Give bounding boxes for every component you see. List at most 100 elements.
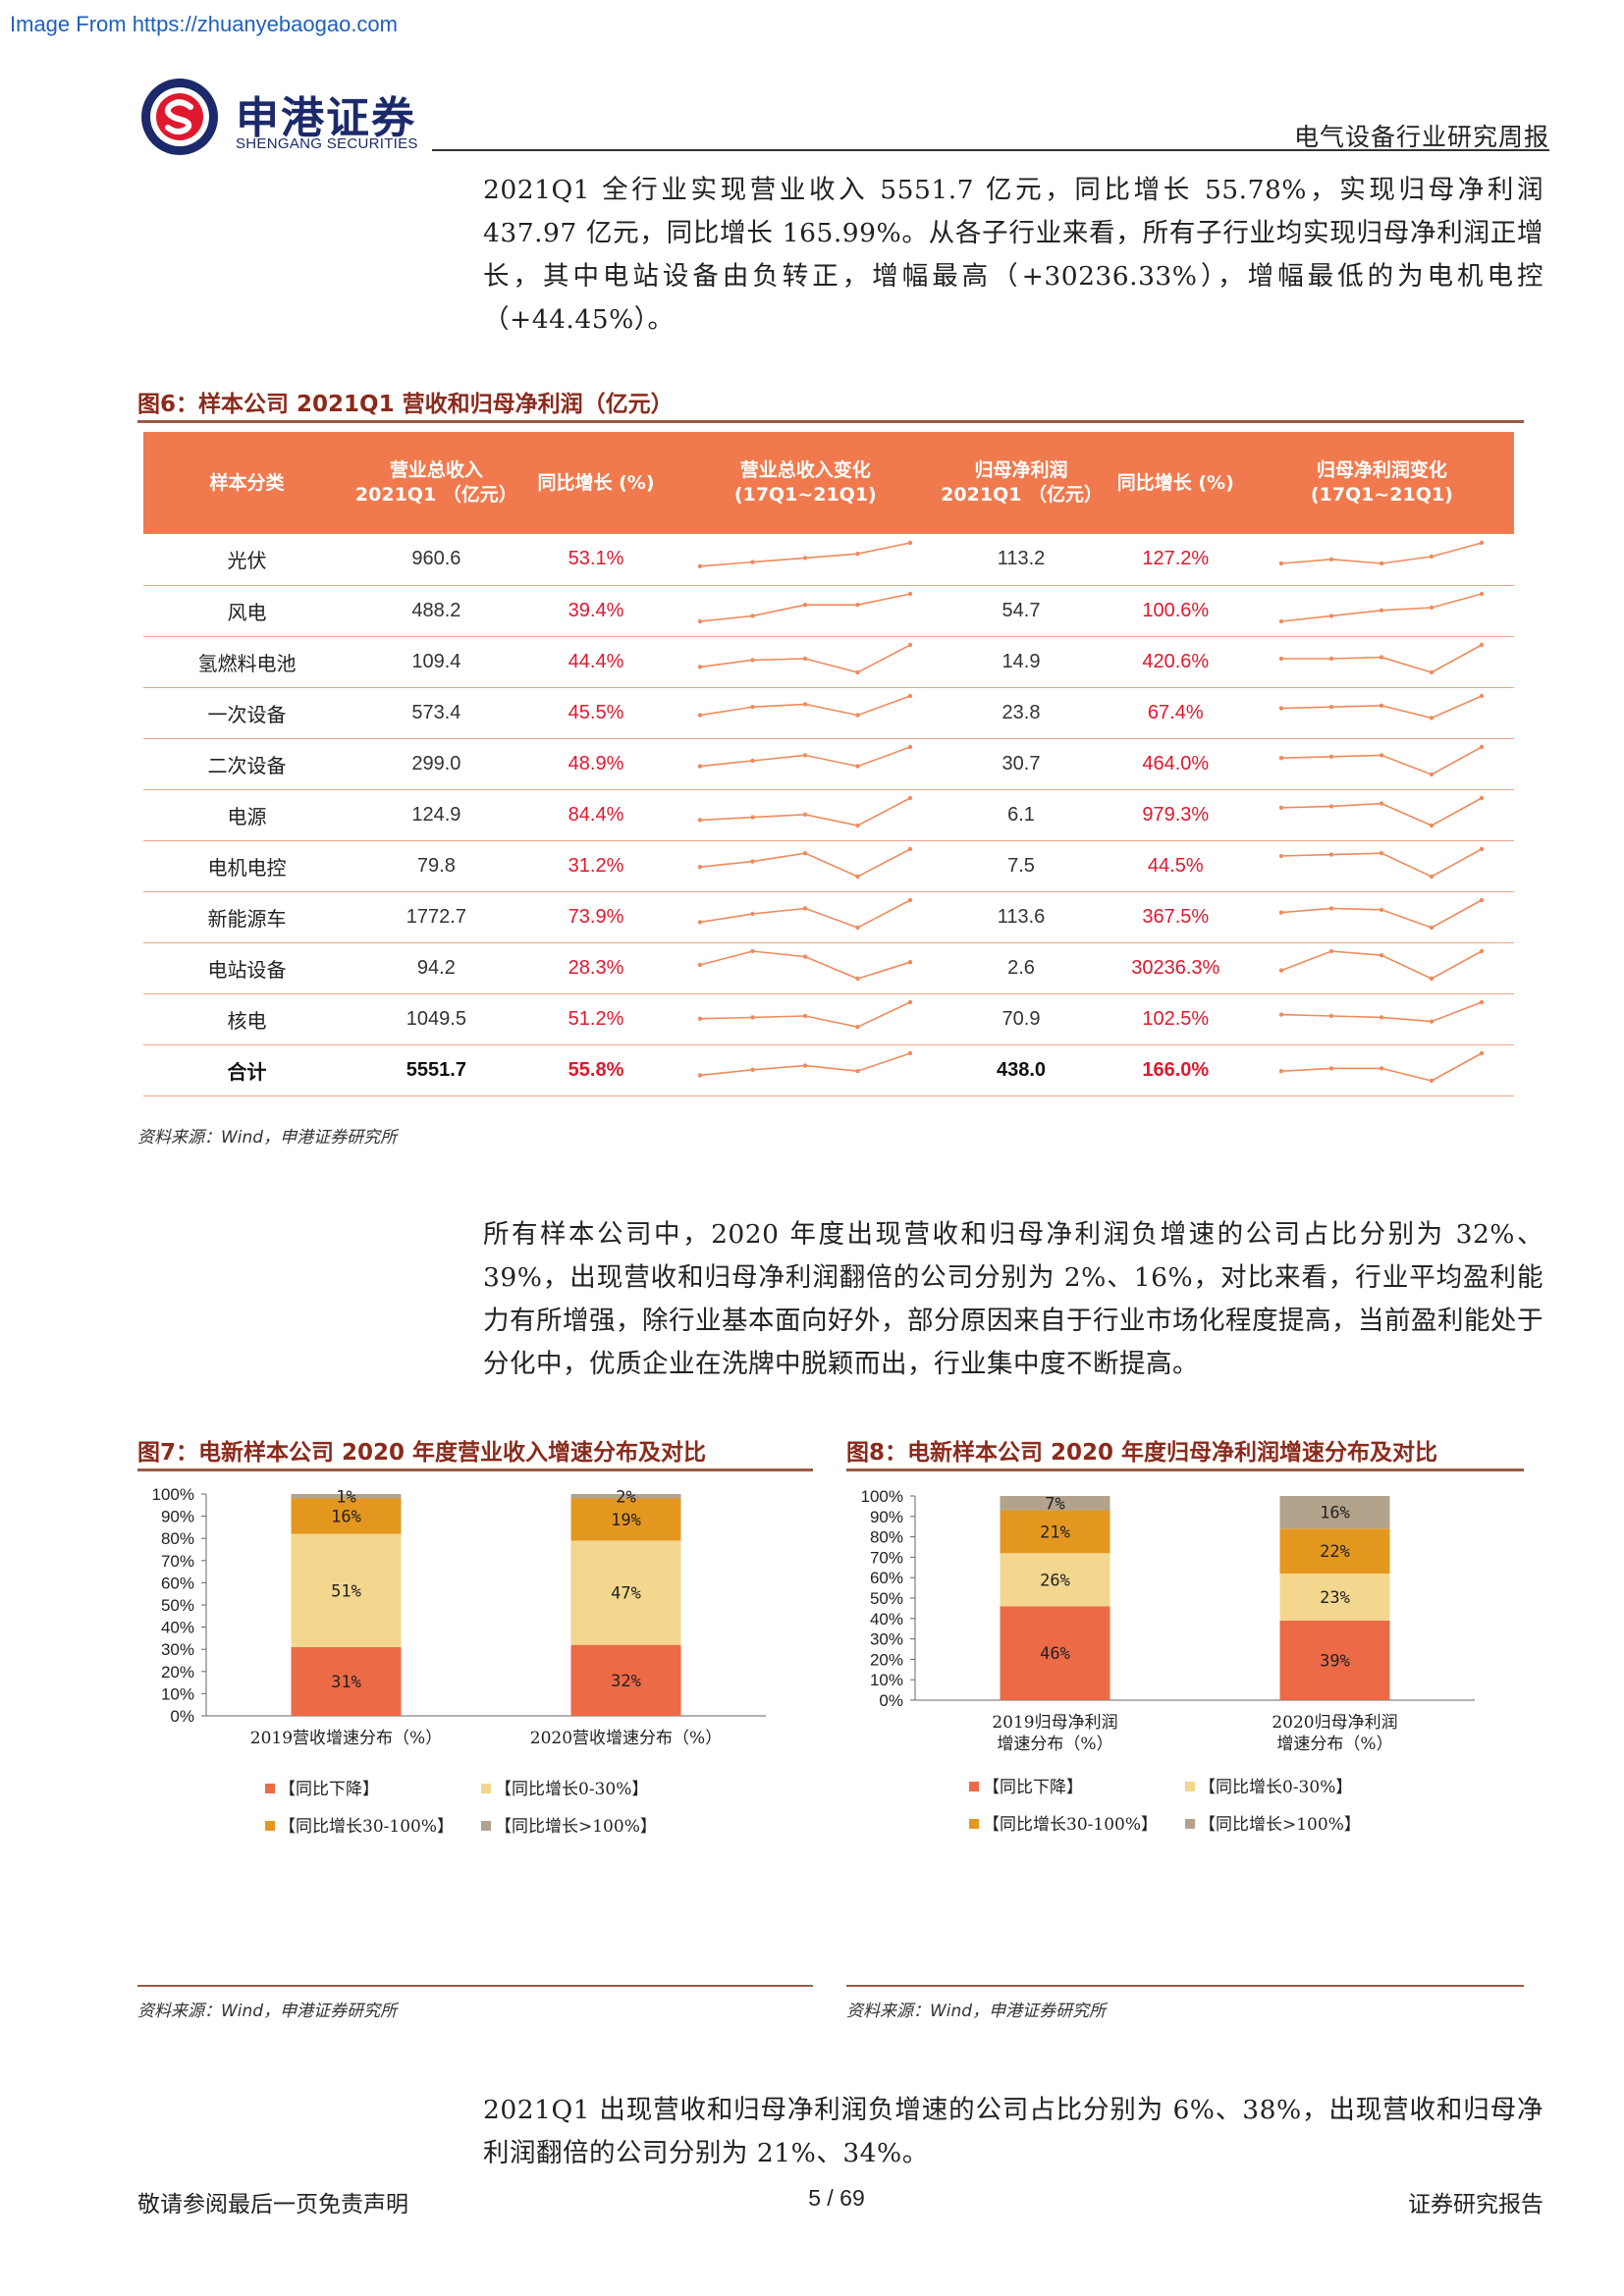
sparkline-point (855, 1069, 860, 1074)
col-header-net-profit: 归母净利润 2021Q1 （亿元） (941, 432, 1103, 534)
np-growth-cell: 102.5% (1101, 993, 1250, 1045)
sparkline-point (750, 911, 755, 917)
net-profit-cell: 113.2 (941, 534, 1102, 586)
fig6-rule (137, 420, 1524, 423)
sparkline-point (1380, 1015, 1384, 1020)
revenue-growth-cell: 28.3% (521, 942, 671, 994)
y-tick-label: 40% (161, 1619, 194, 1637)
legend-swatch (481, 1821, 491, 1831)
np-growth-cell: 367.5% (1101, 891, 1250, 943)
col-header-np-growth: 同比增长 (%) (1101, 432, 1250, 534)
sparkline-point (1279, 1012, 1284, 1017)
sparkline-point (1480, 693, 1485, 699)
sparkline-point (908, 999, 913, 1005)
bar-segment (1279, 1528, 1390, 1575)
sparkline-line (700, 593, 911, 622)
np-sparkline-cell (1249, 1044, 1514, 1096)
table-row: 新能源车 1772.7 73.9% 113.6 367.5% (143, 891, 1514, 943)
col-header-np-trend: 归母净利润变化 (17Q1~21Q1) (1249, 432, 1514, 534)
sparkline (1279, 642, 1485, 675)
table-row: 风电 488.2 39.4% 54.7 100.6% (143, 585, 1514, 637)
sparkline-point (698, 563, 703, 568)
sparkline-point (1279, 910, 1284, 915)
legend-label: 【同比增长0-30%】 (1199, 1778, 1352, 1797)
sparkline-point (803, 753, 808, 758)
bar-data-label: 21% (1040, 1522, 1070, 1542)
revenue-sparkline-cell (670, 993, 942, 1045)
sparkline (1279, 744, 1485, 777)
sparkline-point (1279, 968, 1284, 973)
sparkline-point (1380, 907, 1384, 912)
y-tick-label: 80% (870, 1528, 903, 1547)
np-growth-cell: 67.4% (1101, 687, 1250, 739)
bar-segment (291, 1533, 402, 1647)
net-profit-cell: 70.9 (941, 993, 1102, 1045)
revenue-sparkline-cell (670, 942, 942, 994)
sparkline-line (700, 541, 911, 567)
logo-emblem-icon (141, 79, 218, 155)
page-number: 5 / 69 (808, 2185, 865, 2211)
sparkline-point (908, 744, 913, 750)
col-header-revenue-growth: 同比增长 (%) (521, 432, 671, 534)
sparkline (698, 693, 913, 718)
col-header-revenue: 营业总收入 2021Q1 （亿元） (351, 432, 522, 534)
fig8-title: 图8：电新样本公司 2020 年度归母净利润增速分布及对比 (846, 1440, 1438, 1466)
category-cell: 光伏 (143, 534, 352, 586)
bar-data-label: 47% (611, 1584, 641, 1604)
sparkline-point (1480, 1050, 1485, 1056)
y-tick-label: 30% (161, 1640, 194, 1659)
sparkline-point (1480, 846, 1485, 852)
sparkline-point (1430, 823, 1435, 828)
sparkline (1279, 948, 1485, 982)
revenue-growth-cell: 39.4% (521, 585, 671, 637)
legend-swatch (1185, 1819, 1195, 1829)
y-tick-label: 50% (161, 1596, 194, 1615)
fig6-source: 资料来源：Wind，申港证券研究所 (137, 1128, 398, 1148)
sparkline-point (1430, 874, 1435, 880)
legend-label: 【同比增长>100%】 (1199, 1815, 1361, 1835)
sparkline-point (908, 693, 913, 699)
legend-label: 【同比下降】 (983, 1778, 1083, 1797)
revenue-cell: 5551.7 (351, 1044, 522, 1096)
sparkline-line (1281, 593, 1483, 622)
sparkline-point (803, 603, 808, 608)
sparkline (1279, 540, 1485, 565)
bar-data-label: 7% (1045, 1494, 1064, 1514)
category-cell: 合计 (143, 1044, 352, 1096)
fig7-bottom-rule (137, 1985, 813, 1987)
bar-segment (291, 1494, 402, 1499)
bar-segment (1279, 1496, 1390, 1529)
sparkline-point (698, 1073, 703, 1078)
fig8-chart: 0% 10% 20%30%40% 50% 60% 70%80% 90% 100% 46% 26% 2… (861, 1487, 1475, 1835)
table-row: 一次设备 573.4 45.5% 23.8 67.4% (143, 687, 1514, 739)
revenue-sparkline-cell (670, 534, 942, 586)
sparkline-point (908, 897, 913, 903)
sparkline-point (908, 846, 913, 852)
sparkline (1279, 999, 1485, 1024)
footer-disclaimer: 敬请参阅最后一页免责声明 (137, 2192, 408, 2217)
sparkline-point (750, 658, 755, 663)
sparkline-point (1430, 976, 1435, 982)
bar-data-label: 16% (1320, 1504, 1350, 1523)
sparkline-point (750, 560, 755, 564)
revenue-sparkline-cell (670, 585, 942, 637)
bar-data-label: 22% (1320, 1542, 1350, 1562)
net-profit-cell: 23.8 (941, 687, 1102, 739)
table-row: 合计 5551.7 55.8% 438.0 166.0% (143, 1044, 1514, 1096)
bar-data-label: 16% (331, 1508, 361, 1527)
sparkline-point (803, 1063, 808, 1068)
revenue-cell: 109.4 (351, 636, 522, 688)
bar-segment (1000, 1496, 1110, 1511)
revenue-cell: 1772.7 (351, 891, 522, 943)
report-header-title: 电气设备行业研究周报 (1293, 123, 1549, 151)
table-row: 电源 124.9 84.4% 6.1 979.3% (143, 789, 1514, 841)
np-sparkline-cell (1249, 534, 1514, 586)
sparkline (698, 540, 913, 568)
bar-data-label: 19% (611, 1511, 641, 1530)
revenue-growth-cell: 55.8% (521, 1044, 671, 1096)
np-growth-cell: 464.0% (1101, 738, 1250, 790)
sparkline-point (803, 656, 808, 662)
sparkline-point (750, 758, 755, 764)
y-tick-label: 70% (870, 1548, 903, 1567)
sparkline-point (803, 812, 808, 817)
